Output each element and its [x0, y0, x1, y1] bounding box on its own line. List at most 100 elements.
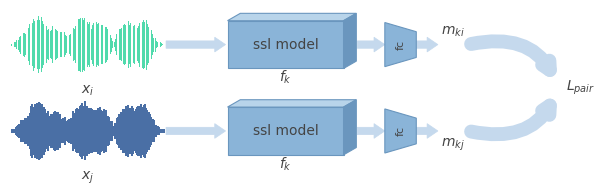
Point — [139, 128, 149, 131]
Point — [11, 133, 20, 136]
Point — [119, 137, 128, 140]
Point — [29, 145, 39, 148]
Point — [89, 140, 99, 143]
Point — [73, 149, 83, 152]
Point — [92, 148, 101, 151]
Point — [35, 108, 45, 111]
Point — [35, 111, 45, 114]
Point — [38, 128, 48, 131]
Point — [40, 128, 50, 131]
Point — [35, 145, 45, 148]
Point — [144, 127, 154, 130]
Point — [102, 145, 111, 148]
Point — [72, 147, 82, 150]
Point — [27, 147, 37, 150]
Point — [58, 139, 68, 142]
Point — [90, 122, 100, 125]
Point — [69, 119, 78, 122]
Point — [27, 149, 37, 152]
Point — [127, 131, 137, 134]
Point — [149, 133, 159, 136]
Point — [99, 114, 109, 117]
Point — [29, 134, 39, 137]
Point — [13, 134, 23, 137]
Point — [30, 107, 40, 110]
Point — [89, 120, 99, 123]
Point — [135, 111, 144, 114]
Point — [27, 125, 37, 128]
Text: ssl model: ssl model — [253, 38, 318, 52]
Point — [43, 119, 52, 122]
Point — [84, 131, 93, 134]
Point — [86, 145, 96, 148]
Point — [33, 132, 42, 135]
Point — [117, 138, 126, 141]
Point — [36, 107, 46, 110]
Point — [134, 152, 143, 155]
Point — [103, 141, 113, 144]
Point — [146, 127, 156, 130]
Point — [36, 142, 46, 145]
Point — [79, 135, 88, 138]
Point — [55, 116, 65, 119]
Point — [58, 134, 68, 137]
Point — [23, 121, 33, 124]
Point — [122, 132, 132, 135]
Point — [140, 128, 150, 131]
Point — [136, 150, 146, 153]
Point — [126, 126, 135, 129]
Point — [92, 118, 101, 121]
Point — [102, 141, 111, 144]
Point — [134, 114, 143, 117]
Point — [131, 123, 141, 126]
Point — [95, 133, 105, 136]
Point — [36, 146, 46, 149]
Point — [112, 119, 122, 122]
Point — [105, 135, 115, 138]
Point — [98, 123, 107, 126]
Point — [125, 141, 134, 144]
Point — [66, 118, 75, 121]
Point — [52, 132, 61, 135]
Point — [29, 124, 39, 127]
Point — [76, 149, 85, 152]
Point — [120, 151, 129, 154]
Point — [36, 151, 46, 154]
Point — [123, 145, 133, 148]
Point — [157, 131, 166, 134]
Point — [114, 139, 124, 142]
Point — [137, 143, 147, 146]
Point — [96, 110, 106, 113]
Point — [105, 134, 115, 137]
Point — [69, 135, 78, 138]
Point — [134, 135, 143, 138]
Point — [134, 109, 143, 112]
Point — [49, 120, 59, 123]
Point — [93, 125, 102, 128]
Point — [127, 113, 137, 116]
Point — [46, 143, 56, 146]
Point — [43, 124, 52, 127]
Point — [35, 106, 45, 109]
Point — [21, 128, 31, 131]
Point — [87, 141, 97, 144]
Point — [67, 137, 76, 140]
Point — [129, 112, 138, 115]
Point — [116, 114, 125, 117]
Point — [144, 147, 154, 150]
Point — [93, 146, 102, 149]
Point — [81, 152, 91, 155]
Point — [44, 134, 54, 137]
Point — [85, 148, 95, 151]
Point — [62, 137, 72, 140]
Point — [101, 123, 110, 126]
Point — [33, 140, 42, 143]
Point — [125, 117, 134, 120]
Point — [53, 143, 63, 146]
Point — [158, 128, 167, 131]
Point — [52, 136, 61, 139]
Point — [94, 138, 104, 141]
Point — [119, 145, 128, 148]
Point — [11, 131, 20, 134]
Point — [85, 115, 95, 118]
